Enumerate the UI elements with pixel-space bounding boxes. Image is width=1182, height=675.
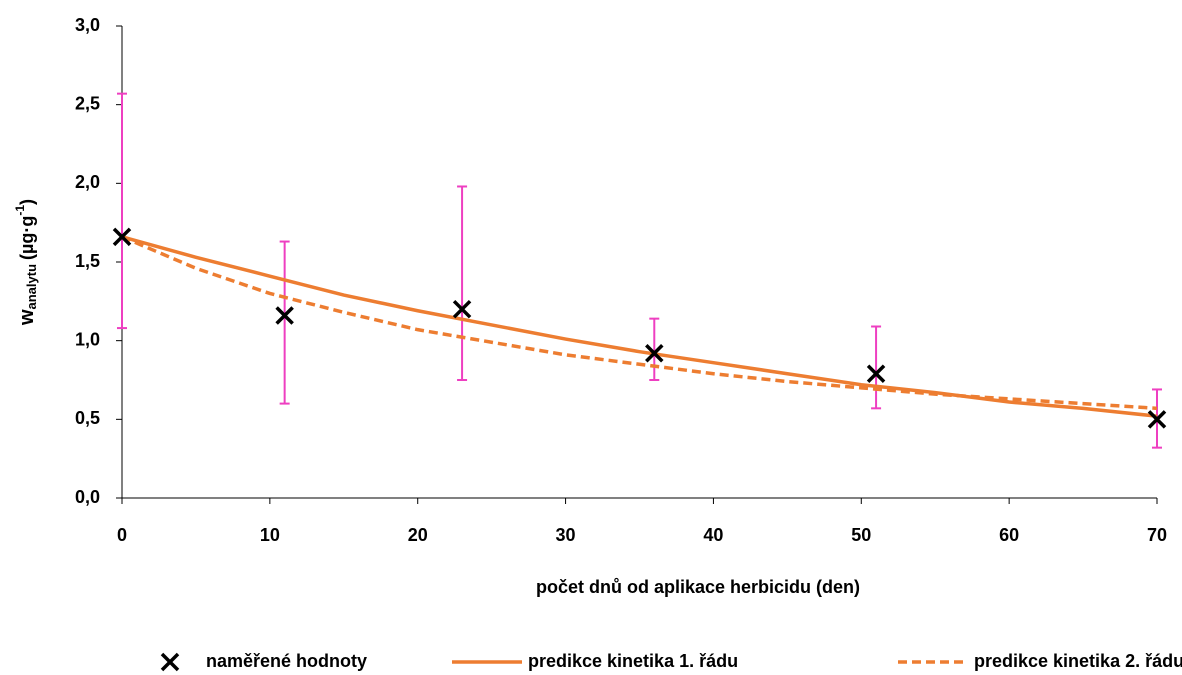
x-tick-label: 30 [556,525,576,545]
y-tick-label: 2,5 [75,93,100,113]
legend-label: predikce kinetika 1. řádu [528,651,738,671]
x-tick-label: 50 [851,525,871,545]
y-tick-label: 3,0 [75,15,100,35]
series-line [121,235,1158,418]
y-tick-label: 2,0 [75,172,100,192]
data-point [452,299,472,319]
legend-label: predikce kinetika 2. řádu [974,651,1182,671]
x-tick-label: 10 [260,525,280,545]
legend-marker [160,652,180,672]
y-axis-title-main: w [16,309,38,326]
data-point [1147,410,1167,429]
y-axis-title-unit: (µg·g [17,216,37,260]
data-point [645,344,664,363]
series-line [121,235,1158,411]
x-tick-label: 40 [703,525,723,545]
y-axis-title-sup: -1 [13,205,27,216]
x-tick-label: 0 [117,525,127,545]
y-tick-label: 1,5 [75,251,100,271]
y-axis-title-end: ) [17,199,37,205]
data-point [112,227,132,247]
x-tick-label: 20 [408,525,428,545]
data-point [866,364,886,383]
y-tick-label: 0,0 [75,487,100,507]
x-tick-label: 60 [999,525,1019,545]
x-tick-label: 70 [1147,525,1167,545]
x-axis-title: počet dnů od aplikace herbicidu (den) [536,577,860,597]
y-axis-title-sub: analytu [24,264,39,310]
y-tick-label: 0,5 [75,408,100,428]
legend-label: naměřené hodnoty [206,651,367,671]
y-axis-title: wanalytu (µg·g-1) [13,199,39,326]
y-tick-label: 1,0 [75,329,100,349]
data-point [275,306,294,325]
